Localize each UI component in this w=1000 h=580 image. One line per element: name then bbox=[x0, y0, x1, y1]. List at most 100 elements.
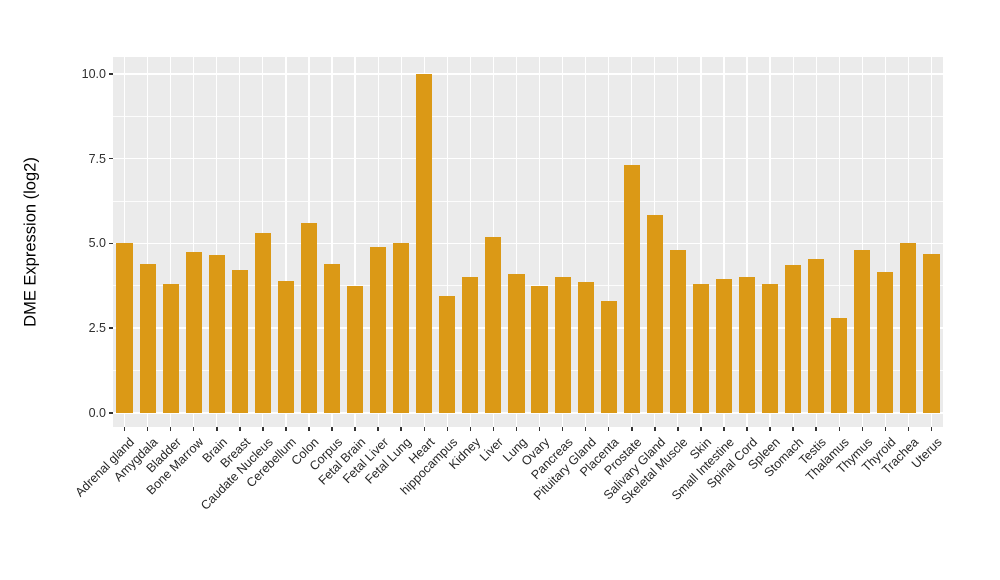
gridline-vertical bbox=[769, 57, 771, 427]
gridline-vertical bbox=[377, 57, 379, 427]
x-tick-mark bbox=[146, 427, 149, 431]
y-tick-mark bbox=[109, 412, 113, 414]
gridline-vertical bbox=[538, 57, 541, 427]
gridline-vertical bbox=[792, 57, 794, 427]
gridline-major-horizontal bbox=[113, 327, 943, 329]
bar bbox=[370, 246, 387, 413]
bar bbox=[485, 236, 502, 413]
gridline-vertical bbox=[561, 57, 564, 427]
gridline-vertical bbox=[515, 57, 518, 427]
bar bbox=[162, 284, 179, 413]
x-tick-mark bbox=[308, 427, 310, 431]
x-tick-mark bbox=[930, 427, 933, 431]
gridline-minor-horizontal bbox=[113, 200, 943, 202]
bar bbox=[208, 255, 225, 413]
x-tick-mark bbox=[354, 427, 356, 431]
x-tick-mark bbox=[538, 427, 541, 431]
x-tick-mark bbox=[216, 427, 218, 431]
x-tick-mark bbox=[654, 427, 656, 431]
y-tick-label: 5.0 bbox=[88, 236, 106, 251]
x-tick-mark bbox=[907, 427, 910, 431]
gridline-vertical bbox=[354, 57, 356, 427]
x-tick-mark bbox=[792, 427, 794, 431]
y-tick-mark bbox=[109, 327, 113, 329]
bar bbox=[531, 285, 548, 413]
gridline-vertical bbox=[446, 57, 448, 427]
gridline-vertical bbox=[146, 57, 149, 427]
x-tick-mark bbox=[239, 427, 241, 431]
x-tick-mark bbox=[815, 427, 817, 431]
gridline-vertical bbox=[193, 57, 195, 427]
y-tick-label: 2.5 bbox=[88, 321, 106, 336]
bar bbox=[508, 273, 525, 413]
bar bbox=[462, 277, 479, 413]
x-tick-mark bbox=[469, 427, 472, 431]
bar bbox=[785, 265, 802, 413]
y-tick-label: 10.0 bbox=[81, 66, 106, 81]
x-tick-mark bbox=[584, 427, 587, 431]
x-tick-mark bbox=[884, 427, 887, 431]
x-tick-mark bbox=[700, 427, 702, 431]
bar bbox=[393, 243, 410, 413]
gridline-vertical bbox=[907, 57, 909, 427]
bar bbox=[231, 270, 248, 413]
x-tick-label: Liver bbox=[477, 435, 507, 465]
x-tick-mark bbox=[192, 427, 195, 431]
gridline-vertical bbox=[123, 57, 126, 427]
x-tick-mark bbox=[285, 427, 287, 431]
y-tick-label: 7.5 bbox=[88, 151, 106, 166]
gridline-vertical bbox=[815, 57, 817, 427]
gridline-vertical bbox=[239, 57, 241, 427]
x-tick-mark bbox=[446, 427, 449, 431]
bar bbox=[185, 251, 202, 413]
bar bbox=[254, 233, 271, 413]
y-tick-mark bbox=[109, 242, 113, 245]
gridline-vertical bbox=[400, 57, 402, 427]
x-tick-mark bbox=[723, 427, 725, 431]
x-tick-mark bbox=[169, 427, 172, 431]
gridline-major-horizontal bbox=[113, 242, 943, 245]
bar bbox=[277, 280, 294, 413]
x-tick-mark bbox=[769, 427, 771, 431]
gridline-major-horizontal bbox=[113, 73, 943, 75]
x-tick-mark bbox=[746, 427, 748, 431]
bar bbox=[831, 317, 848, 413]
gridline-vertical bbox=[216, 57, 218, 427]
bar bbox=[808, 258, 825, 413]
bar bbox=[416, 73, 433, 413]
bar bbox=[900, 243, 917, 413]
x-tick-mark bbox=[331, 427, 333, 431]
x-tick-mark bbox=[262, 427, 264, 431]
bar bbox=[762, 284, 779, 413]
bar bbox=[877, 272, 894, 413]
gridline-vertical bbox=[838, 57, 840, 427]
bar bbox=[923, 253, 940, 413]
x-tick-mark bbox=[861, 427, 864, 431]
gridline-vertical bbox=[677, 57, 679, 427]
x-tick-mark bbox=[423, 427, 425, 431]
bar bbox=[623, 165, 640, 413]
gridline-vertical bbox=[331, 57, 333, 427]
bar bbox=[347, 285, 364, 413]
x-tick-mark bbox=[561, 427, 564, 431]
bar bbox=[692, 284, 709, 413]
x-tick-mark bbox=[515, 427, 518, 431]
gridline-major-horizontal bbox=[113, 157, 943, 160]
bar bbox=[715, 278, 733, 413]
gridline-vertical bbox=[469, 57, 471, 427]
bar bbox=[600, 300, 617, 413]
x-tick-mark bbox=[377, 427, 379, 431]
plot-panel bbox=[113, 57, 943, 427]
x-tick-mark bbox=[123, 427, 126, 431]
bar bbox=[116, 243, 133, 413]
gridline-major-horizontal bbox=[113, 411, 943, 414]
x-tick-mark bbox=[400, 427, 402, 431]
x-tick-mark bbox=[838, 427, 840, 431]
gridline-vertical bbox=[700, 57, 702, 427]
gridline-minor-horizontal bbox=[113, 115, 943, 117]
x-tick-mark bbox=[677, 427, 679, 431]
y-axis-title: DME Expression (log2) bbox=[21, 157, 40, 327]
x-tick-mark bbox=[492, 427, 495, 431]
gridline-vertical bbox=[746, 57, 748, 427]
